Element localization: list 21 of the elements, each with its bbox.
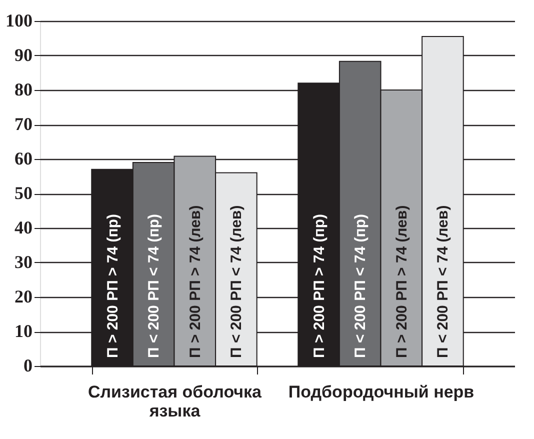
y-tick-label: 60 [14,148,32,168]
y-tick-label: 20 [14,286,32,306]
text: П > 200 РП > 74 (пр) [310,214,328,358]
series-label: П < 200 РП < 74 (лев) [228,205,246,358]
series-label: П > 200 РП > 74 (лев) [186,205,204,358]
y-tick-label: 30 [14,252,32,272]
y-tick-label: 40 [14,218,32,238]
text: П > 200 РП > 74 (лев) [393,205,410,358]
x-tick-label: Подбородочный нерв [288,382,474,402]
y-tick-label: 80 [14,80,32,100]
y-tick-label: 100 [6,10,32,30]
x-tick-label: Слизистая оболочка языка [88,382,262,420]
y-tick-label: 0 [24,356,32,376]
y-tick-label: 70 [14,114,32,134]
text: П < 200 РП < 74 (лев) [434,205,452,358]
text: П < 200 РП < 74 (пр) [352,214,370,358]
series-label: П > 200 РП > 74 (пр) [104,214,122,358]
y-tick-label: 90 [14,45,32,65]
y-tick-label: 50 [14,183,32,203]
y-tick-label: 10 [14,321,32,341]
series-label: П < 200 РП < 74 (пр) [146,214,163,358]
